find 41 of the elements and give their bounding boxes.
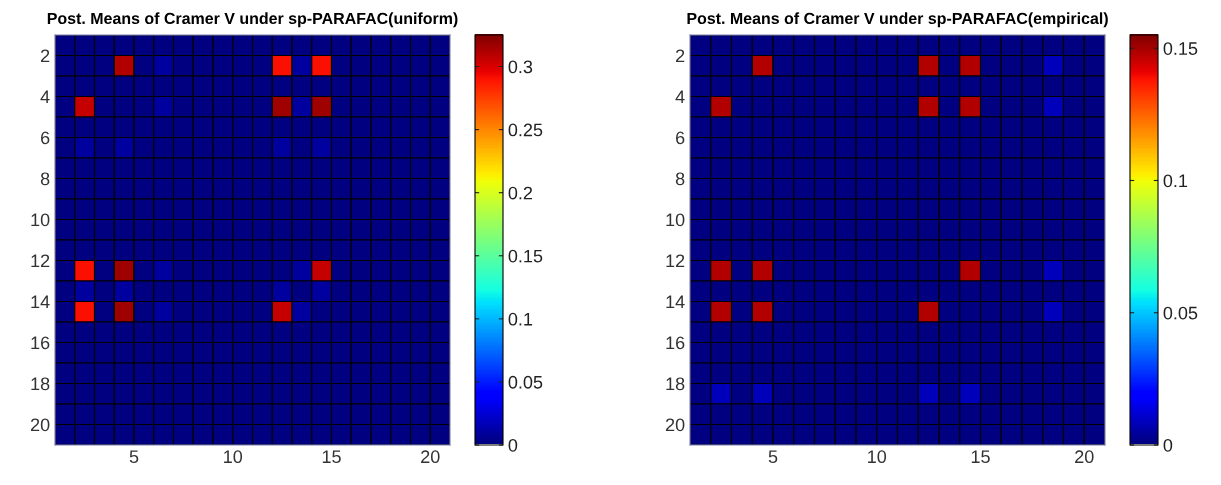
x-tick-label: 15	[322, 450, 341, 464]
y-tick-label: 20	[30, 418, 50, 432]
y-tick-label: 14	[31, 295, 50, 309]
color-bar-label: 0	[508, 438, 518, 452]
y-tick-label: 8	[40, 172, 50, 186]
y-tick-label: 4	[40, 90, 50, 104]
color-bar-label: 0.1	[508, 312, 533, 326]
x-tick-label: 15	[971, 450, 990, 464]
y-tick-label: 14	[666, 295, 685, 309]
color-bar-label: 0.2	[508, 186, 533, 200]
x-tick-label: 10	[868, 450, 887, 464]
y-tick-label: 18	[31, 377, 50, 391]
y-tick-label: 10	[666, 213, 685, 227]
y-tick-label: 2	[676, 49, 685, 63]
y-tick-label: 8	[675, 172, 685, 186]
x-tick-label: 5	[129, 450, 139, 464]
color-bar-label: 0.15	[508, 249, 543, 263]
y-tick-label: 16	[31, 336, 50, 350]
y-tick-label: 20	[665, 418, 685, 432]
y-tick-label: 10	[31, 213, 50, 227]
color-bar-label: 0.3	[508, 60, 533, 74]
color-bar-label: 0.1	[1163, 174, 1188, 188]
color-bar-label: 0.05	[1163, 306, 1198, 320]
y-tick-label: 12	[31, 254, 50, 268]
y-tick-label: 4	[675, 90, 685, 104]
x-tick-label: 10	[224, 450, 243, 464]
y-tick-label: 12	[666, 254, 685, 268]
color-bar-label: 0.15	[1163, 42, 1198, 55]
color-bar-label: 0	[1163, 438, 1173, 452]
color-bar-label: 0.25	[508, 123, 543, 137]
x-tick-label: 5	[768, 450, 778, 464]
chart-title: Post. Means of Cramer V under sp-PARAFAC(empirical)	[687, 12, 1108, 28]
x-tick-label: 20	[421, 450, 440, 464]
y-tick-label: 18	[666, 377, 685, 391]
y-tick-label: 2	[41, 49, 50, 63]
x-tick-label: 20	[1075, 450, 1094, 464]
color-bar-label: 0.05	[508, 375, 543, 389]
y-tick-label: 6	[676, 131, 685, 145]
y-tick-label: 16	[666, 336, 685, 350]
chart-title: Post. Means of Cramer V under sp-PARAFAC(uniform)	[47, 12, 458, 28]
y-tick-label: 6	[41, 131, 50, 145]
